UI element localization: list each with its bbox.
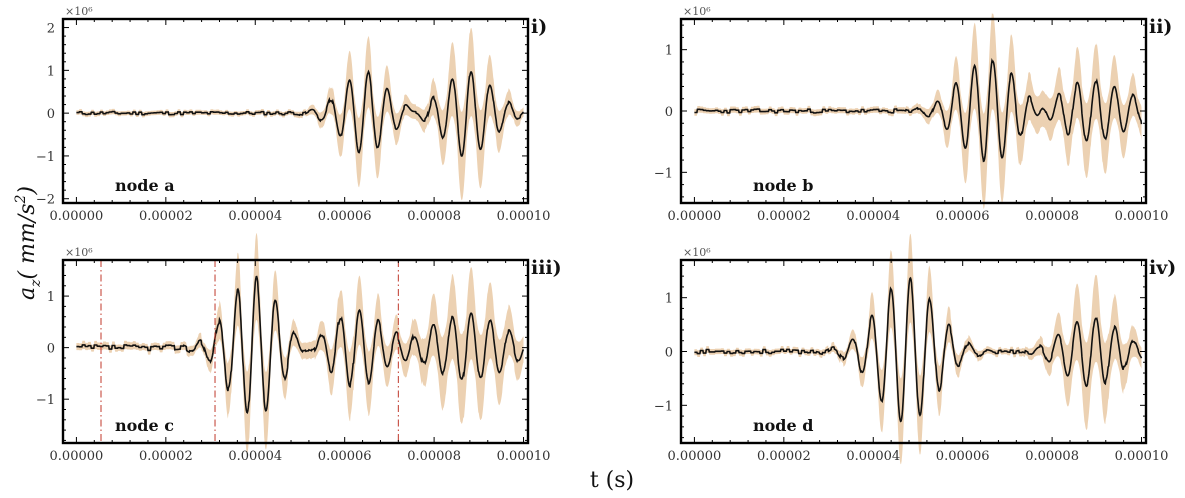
x-tick-label: 0.00010 bbox=[497, 209, 551, 224]
y-tick-label: −1 bbox=[36, 393, 55, 408]
y-tick-label: 1 bbox=[47, 290, 55, 305]
y-tick-label: 1 bbox=[47, 64, 55, 79]
x-tick-label: 0.00002 bbox=[139, 449, 193, 464]
x-tick-label: 0.00008 bbox=[1025, 449, 1079, 464]
x-axis-title: t (s) bbox=[590, 468, 634, 493]
x-tick-label: 0.00008 bbox=[407, 209, 461, 224]
x-tick-label: 0.00002 bbox=[139, 209, 193, 224]
x-tick-label: 0.00004 bbox=[846, 209, 900, 224]
x-tick-label: 0.00004 bbox=[228, 209, 282, 224]
x-tick-label: 0.00006 bbox=[936, 449, 990, 464]
x-tick-label: 0.00004 bbox=[228, 449, 282, 464]
y-tick-label: 0 bbox=[665, 346, 673, 361]
axes-frame bbox=[61, 258, 530, 445]
panel-label: i) bbox=[531, 16, 547, 38]
y-tick-label: −1 bbox=[654, 399, 673, 414]
x-tick-label: 0.00006 bbox=[318, 449, 372, 464]
x-tick-label: 0.00000 bbox=[50, 449, 104, 464]
chart-panel-3: 0.00000 0.00002 0.00004 0.00006 0.00008 0.000… bbox=[36, 233, 562, 464]
mean-signal-line bbox=[694, 57, 1143, 163]
y-tick-label: −2 bbox=[36, 193, 55, 208]
x-tick-label: 0.00000 bbox=[50, 209, 104, 224]
mean-signal-line bbox=[694, 276, 1143, 423]
y-tick-label: 2 bbox=[47, 22, 55, 37]
svg-text:az( mm/s2): az( mm/s2) bbox=[13, 186, 44, 300]
panel-label: iii) bbox=[531, 257, 562, 279]
panel-label: ii) bbox=[1149, 16, 1172, 38]
x-tick-label: 0.00008 bbox=[1025, 209, 1079, 224]
y-axis-title: az( mm/s2) bbox=[13, 186, 44, 300]
node-label: node c bbox=[115, 416, 174, 435]
y-axis-title-a: a bbox=[15, 287, 40, 300]
x-tick-label: 0.00002 bbox=[757, 449, 811, 464]
node-label: node a bbox=[115, 176, 175, 195]
y-axis-title-sup: 2 bbox=[13, 194, 29, 204]
chart-panel-4: 0.00000 0.00002 0.00004 0.00006 0.00008 0.000… bbox=[654, 233, 1176, 465]
uncertainty-band bbox=[694, 12, 1142, 209]
y-tick-label: 1 bbox=[665, 44, 673, 59]
x-tick-label: 0.00000 bbox=[668, 209, 722, 224]
y-tick-label: −1 bbox=[36, 150, 55, 165]
y-tick-label: 1 bbox=[665, 292, 673, 307]
y-scale-exponent: ×10⁶ bbox=[65, 5, 93, 18]
x-tick-label: 0.00006 bbox=[318, 209, 372, 224]
y-axis-title-sub: z bbox=[28, 279, 44, 288]
y-tick-label: 0 bbox=[47, 342, 55, 357]
node-label: node b bbox=[753, 176, 813, 195]
y-axis-title-close: ) bbox=[15, 186, 40, 196]
chart-panel-2: 0.00000 0.00002 0.00004 0.00006 0.00008 0.000… bbox=[654, 5, 1173, 224]
x-tick-label: 0.00010 bbox=[497, 449, 551, 464]
y-tick-label: 0 bbox=[665, 105, 673, 120]
x-tick-label: 0.00004 bbox=[846, 449, 900, 464]
uncertainty-band bbox=[76, 233, 524, 454]
x-tick-label: 0.00010 bbox=[1115, 449, 1169, 464]
y-tick-label: −1 bbox=[654, 166, 673, 181]
x-tick-label: 0.00010 bbox=[1115, 209, 1169, 224]
axes-frame bbox=[61, 17, 530, 205]
panels: 0.00000 0.00002 0.00004 0.00006 0.00008 0.000… bbox=[36, 5, 1176, 465]
mean-signal-line bbox=[76, 275, 525, 414]
y-tick-label: 0 bbox=[47, 107, 55, 122]
chart-panel-1: 0.00000 0.00002 0.00004 0.00006 0.00008 0.000… bbox=[36, 5, 551, 224]
node-label: node d bbox=[753, 416, 813, 435]
y-scale-exponent: ×10⁶ bbox=[65, 246, 93, 259]
x-tick-label: 0.00000 bbox=[668, 449, 722, 464]
y-scale-exponent: ×10⁶ bbox=[683, 246, 711, 259]
x-tick-label: 0.00006 bbox=[936, 209, 990, 224]
x-tick-label: 0.00008 bbox=[407, 449, 461, 464]
panel-label: iv) bbox=[1149, 257, 1176, 279]
y-scale-exponent: ×10⁶ bbox=[683, 5, 711, 18]
y-axis-title-units: ( mm/s bbox=[15, 203, 40, 279]
x-tick-label: 0.00002 bbox=[757, 209, 811, 224]
mean-signal-line bbox=[76, 69, 524, 157]
